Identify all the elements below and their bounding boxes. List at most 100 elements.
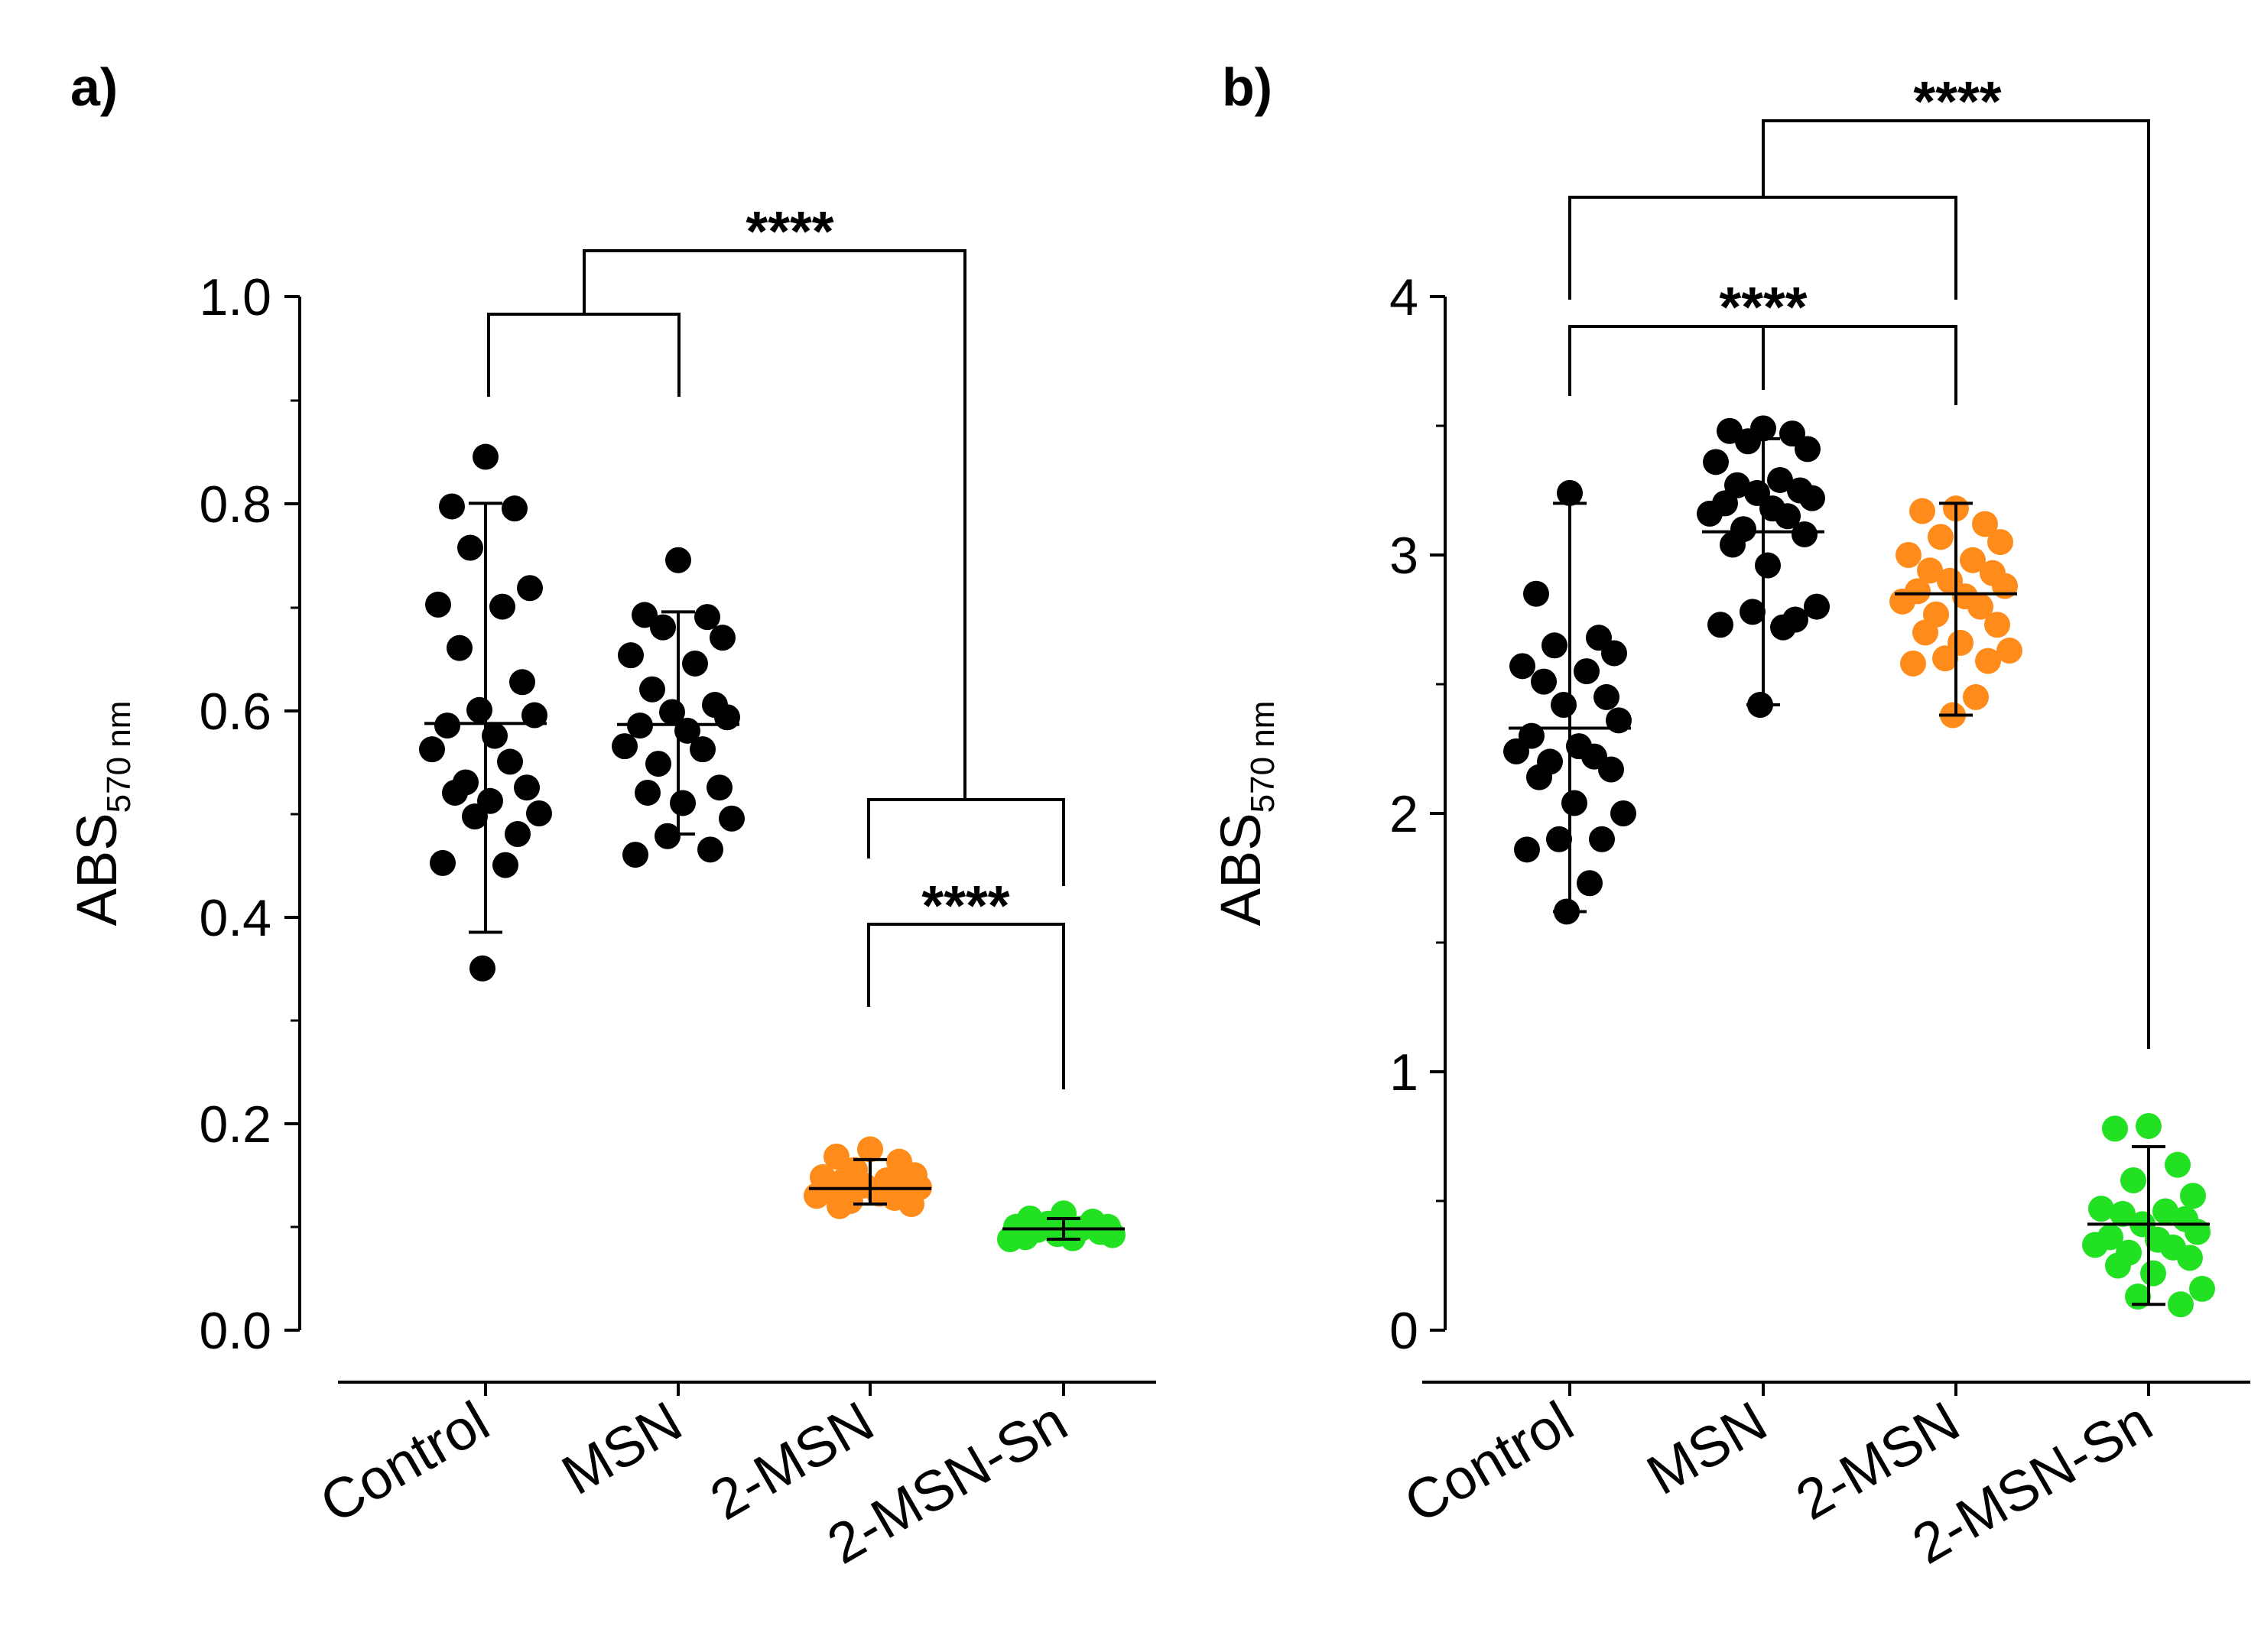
panel-b-point bbox=[1932, 645, 1958, 672]
panel-a-ytick-3: 0.6 bbox=[199, 683, 271, 741]
panel-b-y-ticks bbox=[1430, 295, 1445, 1332]
panel-a-y-ticks bbox=[284, 295, 300, 1332]
panel-b-point bbox=[2177, 1245, 2203, 1271]
panel-a-point bbox=[497, 748, 523, 775]
panel-b-point bbox=[1912, 619, 1938, 646]
panel-a-point bbox=[502, 495, 528, 522]
panel-a-point bbox=[714, 704, 740, 731]
panel-b-point bbox=[2140, 1260, 2166, 1287]
panel-b-brackets bbox=[1568, 119, 2150, 1049]
panel-b-ylabel-subscript: 570 nm bbox=[1244, 701, 1282, 813]
panel-b-point bbox=[2180, 1183, 2206, 1209]
panel-a-point bbox=[650, 614, 676, 641]
panel-b-point bbox=[1593, 683, 1619, 710]
panel-b-point bbox=[2088, 1196, 2114, 1222]
panel-b-point bbox=[1514, 836, 1540, 863]
panel-b-point bbox=[1804, 593, 1830, 620]
panel-a-point bbox=[612, 733, 638, 760]
panel-a-point bbox=[419, 736, 445, 763]
panel-b-ytick-1: 1 bbox=[1389, 1043, 1418, 1102]
panel-b-point bbox=[1960, 547, 1986, 573]
panel-b-sig-outer: **** bbox=[1913, 70, 2001, 133]
panel-b-point bbox=[1720, 531, 1746, 558]
panel-a-point bbox=[719, 805, 745, 832]
panel-a-label: a) bbox=[70, 57, 118, 117]
panel-a-point bbox=[434, 712, 460, 739]
panel-a-point bbox=[622, 842, 648, 868]
panel-a-point bbox=[997, 1226, 1023, 1253]
panel-a-point bbox=[1100, 1222, 1126, 1248]
panel-a-point bbox=[682, 650, 708, 677]
panel-b-point bbox=[1526, 764, 1552, 790]
panel-b-point bbox=[1531, 668, 1557, 695]
panel-b-point bbox=[2102, 1115, 2128, 1142]
panel-b-point bbox=[1755, 552, 1781, 579]
panel-a-point bbox=[425, 591, 451, 618]
panel-a-point bbox=[469, 955, 495, 982]
panel-a-point bbox=[827, 1193, 853, 1219]
panel-b-point bbox=[2165, 1151, 2191, 1178]
panel-a-point bbox=[670, 790, 696, 816]
panel-a-point bbox=[505, 821, 531, 848]
panel-b-point bbox=[2189, 1275, 2215, 1302]
panel-b-point bbox=[1509, 653, 1535, 680]
panel-a-point bbox=[439, 493, 465, 520]
panel-a-sig-outer: **** bbox=[746, 200, 833, 263]
panel-b-point bbox=[1697, 500, 1723, 527]
panel-a-point bbox=[457, 534, 483, 561]
panel-b-point bbox=[2120, 1167, 2146, 1193]
panel-a-ytick-1: 0.2 bbox=[199, 1095, 271, 1154]
panel-b-point bbox=[1987, 529, 2013, 556]
panel-b-point bbox=[1574, 658, 1600, 685]
panel-a-bracket-outer bbox=[583, 249, 966, 800]
panel-a-ylabel-main: ABS bbox=[65, 813, 128, 926]
panel-b-bracket-outer bbox=[1762, 119, 2150, 573]
panel-a-point bbox=[824, 1143, 849, 1170]
panel-a-point bbox=[526, 800, 552, 826]
panel-b-x-ticks bbox=[1568, 1382, 2150, 1396]
panel-b-point bbox=[1740, 599, 1766, 625]
panel-b-point bbox=[1707, 612, 1733, 638]
panel-a-data bbox=[419, 443, 1126, 1253]
panel-b-point bbox=[1972, 511, 1998, 537]
panel-b-y-tick-labels: 0 1 2 3 4 bbox=[1389, 268, 1418, 1360]
panel-b-point bbox=[1963, 683, 1989, 710]
panel-b-x-labels: Control MSN 2-MSN 2-MSN-Sn bbox=[1394, 1389, 2162, 1576]
panel-b-ytick-2: 2 bbox=[1389, 785, 1418, 843]
panel-a-point bbox=[492, 852, 518, 878]
panel-a-point bbox=[690, 736, 716, 763]
panel-b-point bbox=[1975, 647, 2001, 674]
panel-b-point bbox=[2152, 1198, 2178, 1225]
panel-a-point bbox=[707, 774, 733, 801]
panel-b-point bbox=[1984, 612, 2010, 638]
panel-a-xlabel-control: Control bbox=[310, 1389, 499, 1535]
panel-a-point bbox=[618, 642, 644, 669]
panel-a-point bbox=[665, 547, 691, 573]
panel-a-point bbox=[645, 751, 671, 777]
panel-b-point bbox=[1523, 580, 1549, 607]
panel-b-point bbox=[1703, 449, 1729, 475]
panel-b-xlabel-msn: MSN bbox=[1636, 1389, 1777, 1507]
panel-b-point bbox=[1735, 428, 1761, 455]
panel-b-point bbox=[1561, 790, 1587, 816]
panel-b-point bbox=[1799, 485, 1825, 511]
panel-b-point bbox=[1792, 521, 1818, 547]
panel-b-point bbox=[1909, 498, 1935, 524]
panel-b-ylabel: ABS570 nm bbox=[1209, 701, 1282, 927]
panel-a-bracket-2msn-2msnsn bbox=[867, 923, 1065, 1089]
panel-a-xlabel-msn: MSN bbox=[551, 1389, 692, 1507]
panel-b-point bbox=[1896, 542, 1922, 568]
panel-b-point bbox=[1917, 557, 1943, 584]
panel-a-point bbox=[517, 575, 543, 602]
panel-a-x-labels: Control MSN 2-MSN 2-MSN-Sn bbox=[310, 1389, 1077, 1576]
panel-b-xlabel-control: Control bbox=[1394, 1389, 1584, 1535]
panel-b-point bbox=[2110, 1200, 2136, 1227]
panel-a-point bbox=[482, 722, 508, 749]
panel-b-point bbox=[2082, 1232, 2108, 1258]
panel-b-point bbox=[1775, 503, 1801, 530]
panel-b-point bbox=[1767, 466, 1793, 493]
panel-a-sig-inner: **** bbox=[921, 874, 1009, 937]
panel-a-point bbox=[635, 779, 661, 806]
panel-b-point bbox=[1557, 479, 1583, 506]
